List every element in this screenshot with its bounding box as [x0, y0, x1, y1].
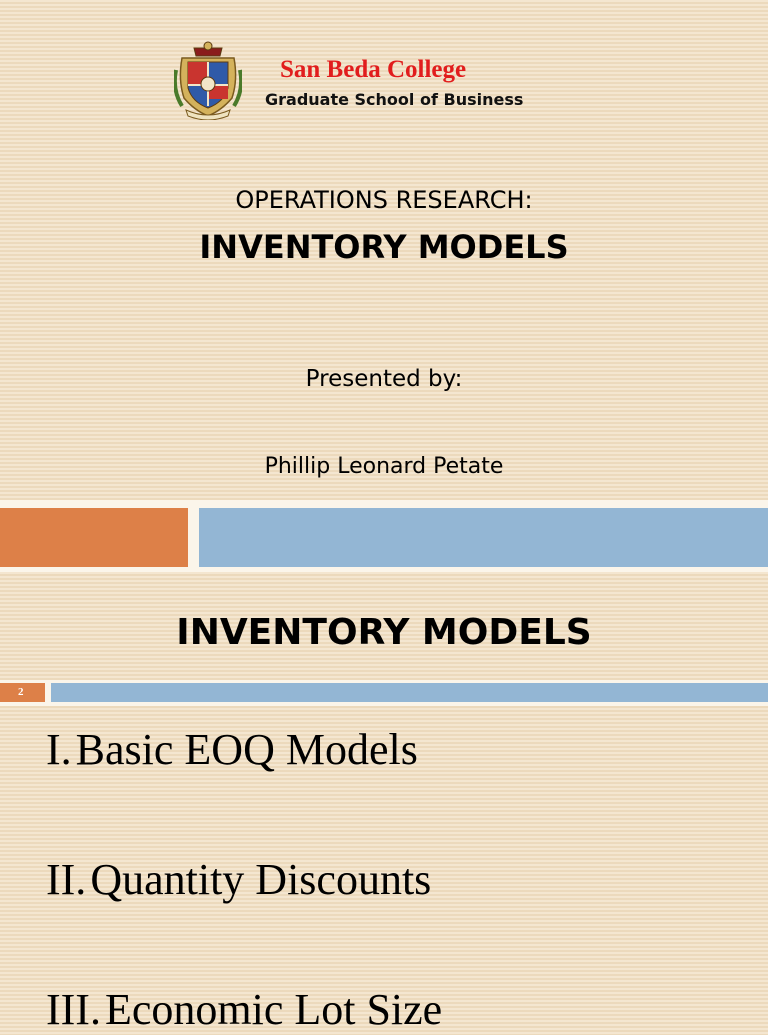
list-item: I.Basic EOQ Models — [46, 724, 418, 775]
college-crest-logo — [172, 40, 244, 121]
slide-subtitle: OPERATIONS RESEARCH: — [235, 186, 533, 214]
slide2-title: INVENTORY MODELS — [176, 612, 592, 653]
slide-page-number: 2 — [0, 683, 45, 702]
school-name: Graduate School of Business — [265, 90, 524, 109]
list-item-numeral: II. — [46, 855, 87, 904]
list-item: III.Economic Lot Size — [46, 984, 442, 1035]
slide-strip-blue — [51, 683, 768, 702]
slide-title: INVENTORY MODELS — [199, 228, 569, 266]
list-item: II.Quantity Discounts — [46, 854, 431, 905]
list-item-text: Economic Lot Size — [104, 985, 443, 1034]
divider-orange-block — [0, 508, 188, 567]
list-item-numeral: I. — [46, 725, 72, 774]
presenter-name: Phillip Leonard Petate — [264, 454, 504, 479]
list-item-numeral: III. — [46, 985, 101, 1034]
list-item-text: Basic EOQ Models — [75, 725, 418, 774]
college-name: San Beda College — [280, 56, 467, 83]
list-item-text: Quantity Discounts — [90, 855, 432, 904]
divider-blue-block — [199, 508, 768, 567]
presented-by-label: Presented by: — [305, 366, 463, 392]
